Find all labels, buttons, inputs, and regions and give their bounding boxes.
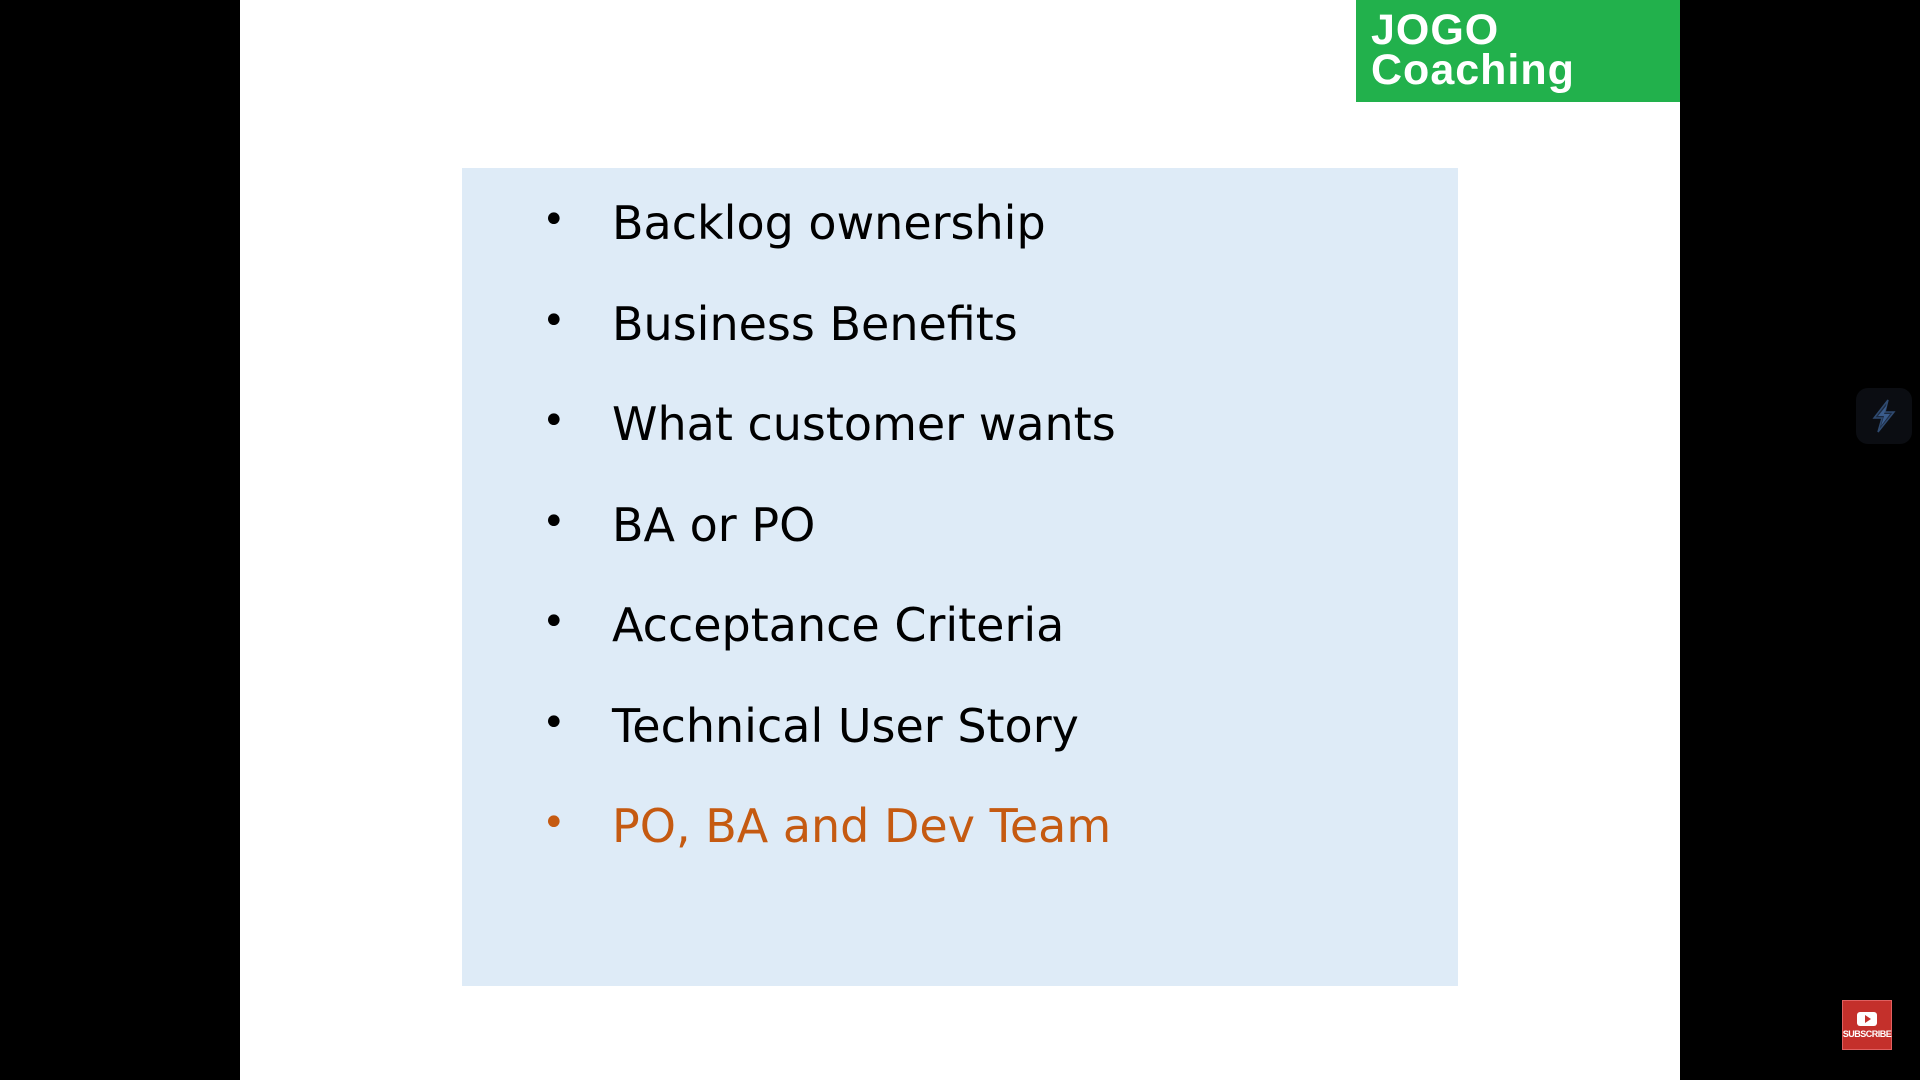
bullet-dot-icon: •: [542, 297, 566, 344]
lightning-bolt-icon[interactable]: [1856, 388, 1912, 444]
logo-line-1: JOGO: [1371, 6, 1500, 54]
bullet-text: Backlog ownership: [612, 196, 1046, 250]
logo-line-2: Coaching: [1371, 46, 1575, 94]
bullet-dot-icon: •: [542, 599, 566, 645]
bullet-text: Technical User Story: [612, 698, 1079, 753]
bullet-dot-icon: •: [542, 800, 566, 846]
bullet-text: PO, BA and Dev Team: [612, 799, 1112, 853]
subscribe-label: SUBSCRIBE: [1842, 1028, 1892, 1039]
bullet-text: Business Benefits: [612, 296, 1018, 351]
bullet-content-box: • Backlog ownership • Business Benefits …: [462, 168, 1458, 986]
bullet-text: BA or PO: [612, 497, 816, 552]
lightning-bolt-icon-svg: [1872, 399, 1896, 433]
presentation-slide: JOGO Coaching • Backlog ownership • Busi…: [240, 0, 1680, 1080]
jogo-coaching-logo: JOGO Coaching: [1356, 0, 1680, 102]
bullet-text: What customer wants: [612, 397, 1116, 451]
bullet-dot-icon: •: [542, 699, 566, 746]
bullet-dot-icon: •: [542, 498, 566, 545]
subscribe-button[interactable]: SUBSCRIBE: [1842, 1000, 1892, 1050]
bullet-dot-icon: •: [542, 398, 566, 444]
bullet-text: Acceptance Criteria: [612, 598, 1065, 652]
bullet-dot-icon: •: [542, 197, 566, 243]
youtube-play-icon: [1857, 1011, 1877, 1026]
